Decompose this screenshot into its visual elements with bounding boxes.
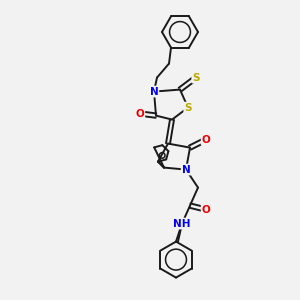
- Text: O: O: [202, 205, 210, 214]
- Text: NH: NH: [173, 219, 191, 229]
- Text: O: O: [136, 109, 144, 118]
- Text: S: S: [184, 103, 192, 112]
- Text: N: N: [182, 165, 190, 175]
- Text: S: S: [192, 73, 200, 82]
- Text: N: N: [150, 87, 158, 97]
- Text: O: O: [202, 135, 210, 145]
